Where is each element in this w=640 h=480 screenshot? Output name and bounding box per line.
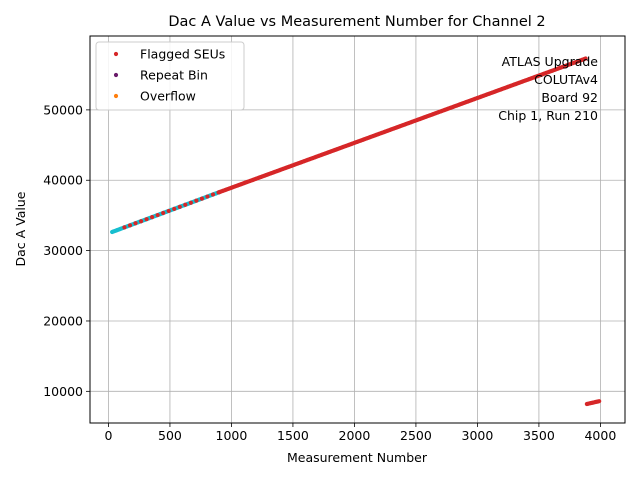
y-axis-label: Dac A Value	[13, 191, 28, 266]
y-axis: 10000 20000 30000 40000 50000	[43, 102, 90, 399]
x-axis-label: Measurement Number	[287, 450, 428, 465]
x-tick-label: 1500	[277, 428, 309, 443]
x-tick-label: 1000	[216, 428, 248, 443]
legend: Flagged SEUs Repeat Bin Overflow	[95, 41, 245, 111]
chart-title: Dac A Value vs Measurement Number for Ch…	[168, 14, 545, 30]
data-points	[110, 56, 602, 407]
x-tick-label: 0	[104, 428, 112, 443]
data-point	[177, 204, 182, 209]
data-point	[127, 223, 133, 228]
legend-box	[95, 41, 245, 111]
data-point	[150, 215, 155, 220]
x-tick-label: 2000	[339, 428, 371, 443]
legend-marker	[113, 93, 119, 99]
data-point	[194, 198, 199, 203]
legend-label: Flagged SEUs	[140, 47, 225, 62]
y-tick-label: 30000	[43, 243, 83, 258]
data-point	[210, 192, 216, 197]
legend-marker	[113, 51, 119, 57]
data-point	[597, 399, 602, 404]
grid	[90, 36, 625, 423]
annotation-line: ATLAS Upgrade	[502, 54, 599, 69]
x-tick-label: 3000	[462, 428, 494, 443]
y-tick-label: 40000	[43, 173, 83, 188]
y-tick-label: 50000	[43, 102, 83, 117]
x-tick-label: 3500	[523, 428, 555, 443]
x-axis: 0 500 1000 1500 2000 2500 3000 3500 4000	[104, 423, 616, 443]
annotation-line: Chip 1, Run 210	[498, 108, 598, 123]
x-tick-label: 4000	[584, 428, 616, 443]
legend-label: Repeat Bin	[140, 68, 208, 83]
data-point	[161, 210, 166, 216]
data-point	[155, 212, 160, 218]
data-point	[138, 219, 144, 224]
legend-marker	[113, 72, 119, 78]
annotation: ATLAS Upgrade COLUTAv4 Board 92 Chip 1, Run…	[498, 54, 598, 123]
data-point	[172, 206, 177, 211]
data-point	[183, 202, 188, 207]
data-point	[188, 200, 193, 205]
plot-frame	[89, 35, 626, 424]
y-tick-label: 20000	[43, 313, 83, 328]
y-tick-label: 10000	[43, 384, 83, 399]
x-tick-label: 500	[158, 428, 182, 443]
data-point	[133, 221, 138, 226]
legend-label: Overflow	[140, 89, 196, 104]
data-point	[199, 196, 205, 201]
annotation-line: Board 92	[541, 90, 598, 105]
data-point	[166, 208, 171, 214]
x-tick-label: 2500	[400, 428, 432, 443]
data-point	[122, 225, 127, 230]
annotation-line: COLUTAv4	[534, 72, 598, 87]
data-point	[205, 194, 210, 199]
data-point	[583, 56, 588, 61]
data-point	[144, 217, 149, 222]
